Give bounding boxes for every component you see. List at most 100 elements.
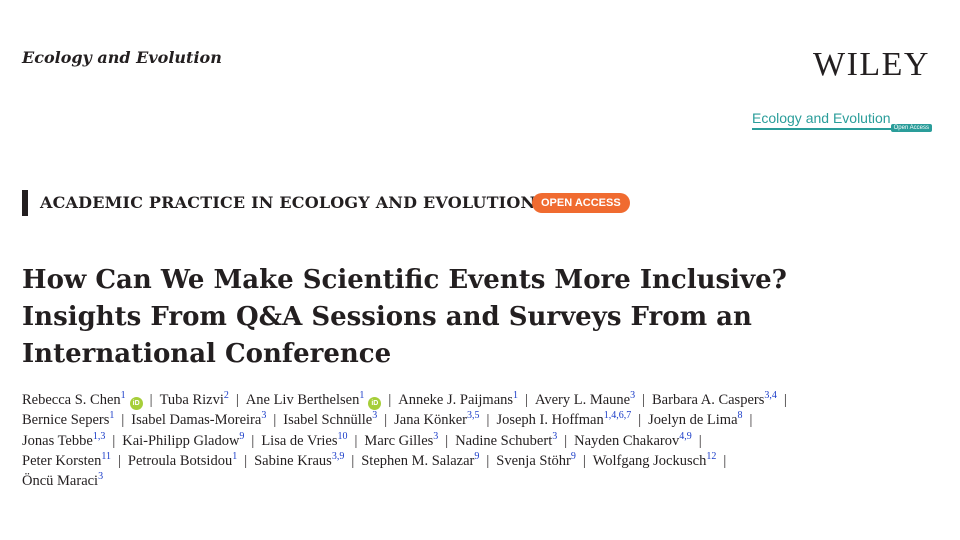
author-link[interactable]: Sabine Kraus3,9 bbox=[254, 451, 345, 469]
author-separator: | bbox=[121, 412, 125, 429]
author-link[interactable]: Marc Gilles3 bbox=[364, 430, 439, 448]
journal-logo[interactable]: Ecology and Evolution Open Access bbox=[752, 110, 932, 132]
author-line: Jonas Tebbe1,3 | Kai-Philipp Gladow9 | Lisa … bbox=[22, 431, 952, 451]
author-separator: | bbox=[582, 452, 586, 469]
author-link[interactable]: Svenja Stöhr9 bbox=[496, 451, 576, 469]
author-link[interactable]: Peter Korsten11 bbox=[22, 451, 111, 469]
affiliation-link[interactable]: 1,3 bbox=[92, 430, 106, 442]
author-link[interactable]: Isabel Damas-Moreira3 bbox=[131, 410, 267, 429]
author-separator: | bbox=[388, 392, 392, 408]
affiliation-link[interactable]: 3 bbox=[433, 430, 439, 442]
author-name: Stephen M. Salazar bbox=[361, 452, 475, 469]
section-marker-bar bbox=[22, 190, 28, 216]
author-link[interactable]: Rebecca S. Chen1iD bbox=[22, 390, 143, 410]
author-name: Jonas Tebbe bbox=[22, 432, 93, 449]
author-link[interactable]: Avery L. Maune3 bbox=[535, 390, 636, 408]
affiliation-link[interactable]: 1 bbox=[359, 390, 365, 402]
affiliation-link[interactable]: 3,5 bbox=[467, 410, 480, 422]
author-separator: | bbox=[723, 452, 727, 469]
author-name: Petroula Botsidou bbox=[127, 452, 233, 469]
author-name: Joelyn de Lima bbox=[648, 412, 738, 429]
author-separator: | bbox=[638, 412, 642, 429]
author-separator: | bbox=[486, 452, 490, 469]
author-name: Svenja Stöhr bbox=[496, 452, 571, 469]
wiley-logo[interactable]: WILEY bbox=[812, 46, 930, 83]
author-separator: | bbox=[117, 452, 121, 469]
author-line: Bernice Sepers1 | Isabel Damas-Moreira3 | Is… bbox=[22, 410, 952, 430]
author-link[interactable]: Ane Liv Berthelsen1iD bbox=[245, 390, 382, 410]
author-name: Anneke J. Paijmans bbox=[398, 392, 514, 408]
author-name: Ane Liv Berthelsen bbox=[245, 392, 360, 408]
author-name: Barbara A. Caspers bbox=[652, 392, 765, 408]
affiliation-link[interactable]: 3 bbox=[552, 430, 558, 442]
author-link[interactable]: Stephen M. Salazar9 bbox=[361, 451, 480, 469]
author-link[interactable]: Joseph I. Hoffman1,4,6,7 bbox=[496, 410, 632, 428]
author-name: Öncü Maraci bbox=[22, 473, 99, 490]
author-separator: | bbox=[486, 412, 490, 429]
affiliation-link[interactable]: 9 bbox=[474, 451, 480, 463]
affiliation-link[interactable]: 1 bbox=[120, 390, 126, 402]
affiliation-link[interactable]: 1 bbox=[109, 410, 115, 422]
author-separator: | bbox=[251, 432, 255, 449]
affiliation-link[interactable]: 3 bbox=[630, 390, 636, 402]
author-separator: | bbox=[642, 392, 646, 408]
orcid-icon[interactable]: iD bbox=[129, 397, 143, 410]
affiliation-link[interactable]: 3,9 bbox=[331, 451, 345, 463]
author-link[interactable]: Nadine Schubert3 bbox=[455, 430, 558, 449]
author-name: Wolfgang Jockusch bbox=[592, 452, 707, 469]
affiliation-link[interactable]: 1 bbox=[232, 451, 238, 463]
author-line: Öncü Maraci3 bbox=[22, 471, 952, 491]
affiliation-link[interactable]: 3 bbox=[372, 410, 378, 422]
author-link[interactable]: Kai-Philipp Gladow9 bbox=[122, 430, 245, 448]
article-title-line: International Conference bbox=[22, 339, 392, 369]
affiliation-link[interactable]: 3 bbox=[98, 471, 104, 483]
author-link[interactable]: Lisa de Vries10 bbox=[261, 430, 348, 448]
journal-logo-text: Ecology and Evolution bbox=[752, 110, 891, 126]
author-separator: | bbox=[445, 432, 449, 449]
affiliation-link[interactable]: 9 bbox=[570, 451, 576, 463]
open-access-badge: OPEN ACCESS bbox=[532, 193, 630, 213]
affiliation-link[interactable]: 9 bbox=[239, 430, 245, 442]
author-name: Isabel Schnülle bbox=[283, 412, 373, 429]
author-link[interactable]: Anneke J. Paijmans1 bbox=[398, 390, 519, 408]
affiliation-link[interactable]: 8 bbox=[737, 410, 743, 422]
author-link[interactable]: Isabel Schnülle3 bbox=[283, 410, 378, 429]
author-separator: | bbox=[354, 432, 358, 449]
affiliation-link[interactable]: 12 bbox=[706, 451, 717, 463]
author-list: Rebecca S. Chen1iD | Tuba Rizvi2 | Ane Liv B… bbox=[22, 390, 952, 491]
author-link[interactable]: Wolfgang Jockusch12 bbox=[592, 451, 717, 469]
author-link[interactable]: Bernice Sepers1 bbox=[22, 410, 115, 429]
affiliation-link[interactable]: 10 bbox=[337, 430, 348, 442]
author-name: Isabel Damas-Moreira bbox=[131, 412, 262, 429]
orcid-icon[interactable]: iD bbox=[368, 397, 382, 410]
author-link[interactable]: Barbara A. Caspers3,4 bbox=[652, 390, 777, 408]
article-title-line: How Can We Make Scientific Events More I… bbox=[22, 265, 787, 295]
journal-name: Ecology and Evolution bbox=[22, 48, 222, 67]
author-name: Bernice Sepers bbox=[22, 412, 110, 429]
author-separator: | bbox=[783, 392, 787, 408]
affiliation-link[interactable]: 1,4,6,7 bbox=[603, 410, 632, 422]
article-title-line: Insights From Q&A Sessions and Surveys F… bbox=[22, 302, 752, 332]
author-link[interactable]: Nayden Chakarov4,9 bbox=[574, 430, 692, 448]
affiliation-link[interactable]: 2 bbox=[223, 390, 229, 402]
author-name: Nadine Schubert bbox=[455, 432, 553, 449]
author-link[interactable]: Petroula Botsidou1 bbox=[127, 451, 238, 469]
author-separator: | bbox=[273, 412, 277, 429]
author-name: Sabine Kraus bbox=[254, 452, 332, 469]
author-link[interactable]: Jonas Tebbe1,3 bbox=[22, 430, 106, 449]
author-link[interactable]: Öncü Maraci3 bbox=[22, 471, 104, 490]
author-separator: | bbox=[698, 432, 702, 449]
affiliation-link[interactable]: 4,9 bbox=[679, 430, 692, 442]
affiliation-link[interactable]: 3,4 bbox=[764, 390, 777, 402]
affiliation-link[interactable]: 3 bbox=[261, 410, 267, 422]
journal-logo-open-access-badge: Open Access bbox=[890, 124, 932, 132]
affiliation-link[interactable]: 11 bbox=[101, 451, 111, 463]
affiliation-link[interactable]: 1 bbox=[513, 390, 519, 402]
author-link[interactable]: Joelyn de Lima8 bbox=[648, 410, 743, 429]
author-link[interactable]: Tuba Rizvi2 bbox=[160, 390, 229, 408]
author-name: Rebecca S. Chen bbox=[22, 392, 121, 408]
article-section-label: ACADEMIC PRACTICE IN ECOLOGY AND EVOLUTI… bbox=[40, 193, 536, 212]
author-separator: | bbox=[749, 412, 753, 429]
author-separator: | bbox=[235, 392, 239, 408]
author-link[interactable]: Jana Könker3,5 bbox=[394, 410, 480, 428]
